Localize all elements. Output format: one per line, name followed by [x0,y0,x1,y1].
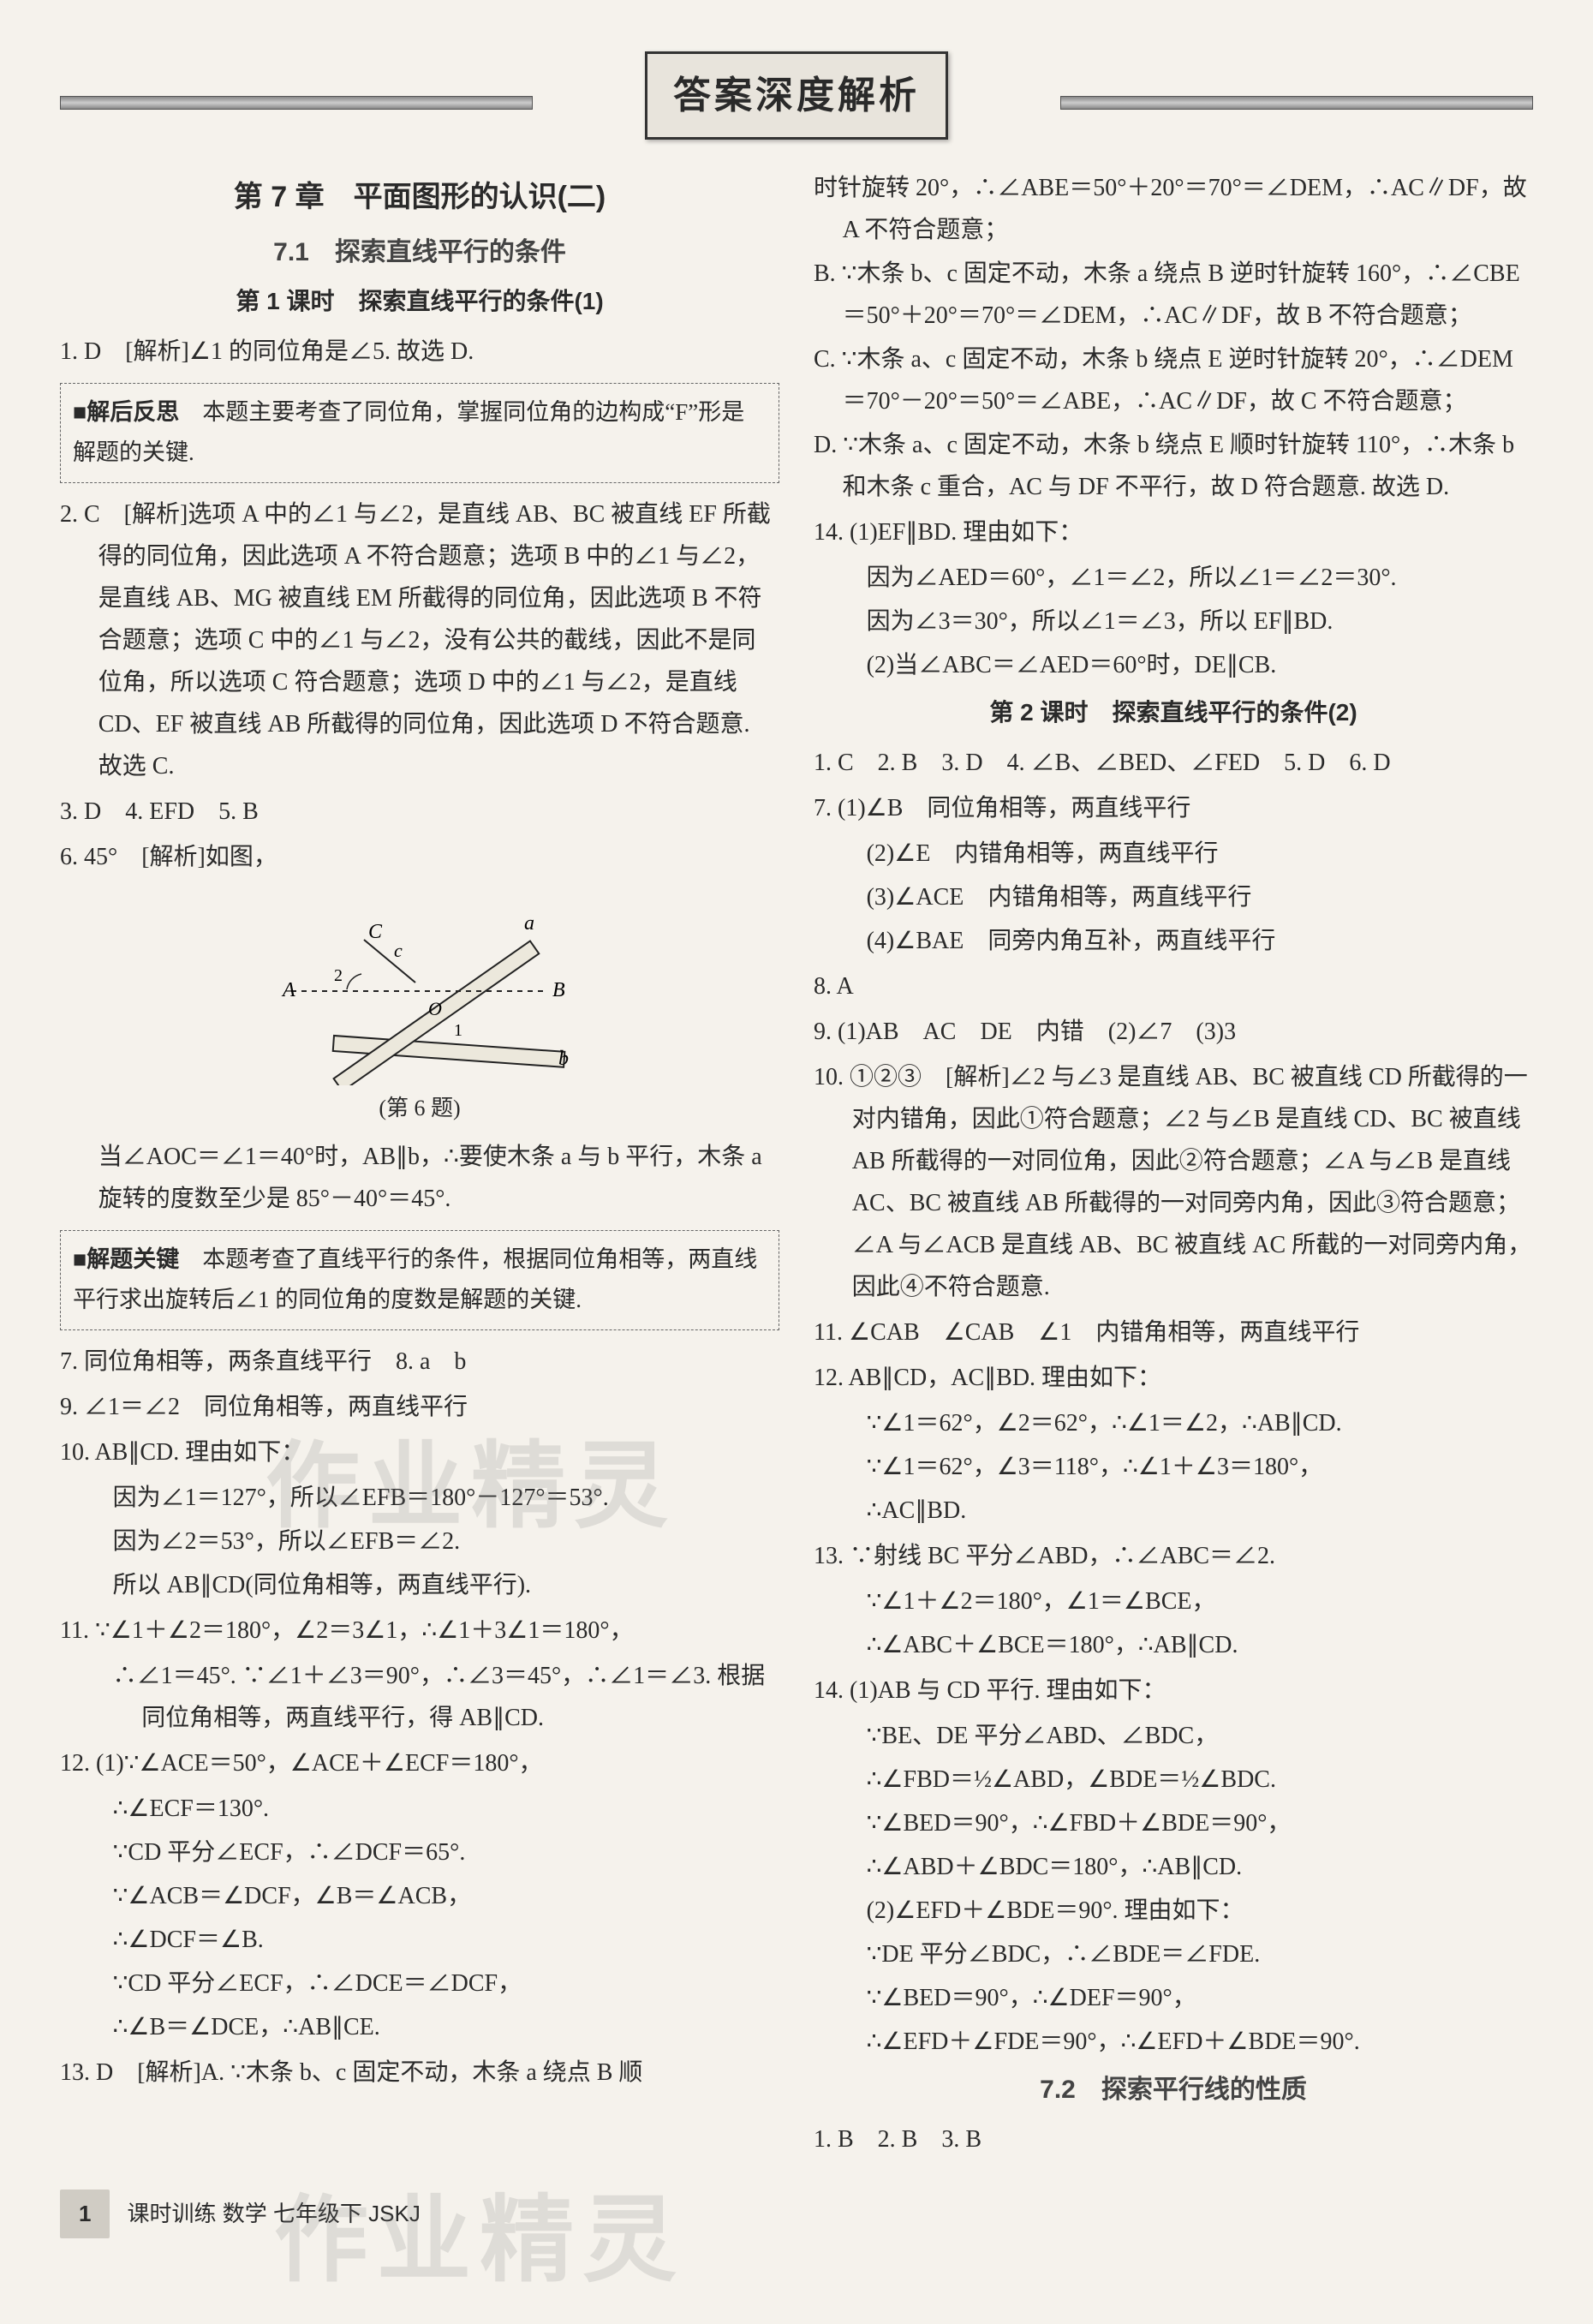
answer-line: 7. 同位角相等，两条直线平行 8. a b [60,1341,779,1383]
answer-sub: ∵CD 平分∠ECF，∴∠DCF＝65°. [113,1831,779,1873]
svg-text:c: c [394,940,403,961]
section-title: 7.2 探索平行线的性质 [814,2068,1533,2113]
answer-sub: (4)∠BAE 同旁内角互补，两直线平行 [867,920,1533,962]
answer-sub: ∴∠FBD＝½∠ABD，∠BDE＝½∠BDC. [867,1759,1533,1801]
answer-sub: 时针旋转 20°，∴∠ABE＝50°＋20°＝70°＝∠DEM，∴AC∥DF，故… [814,167,1533,251]
answer-line: 11. ∵∠1＋∠2＝180°，∠2＝3∠1，∴∠1＋3∠1＝180°， [60,1610,779,1652]
key-box: ■解题关键 本题考查了直线平行的条件，根据同位角相等，两直线平行求出旋转后∠1 … [60,1230,779,1330]
answer-sub: ∴∠ABD＋∠BDC＝180°，∴AB∥CD. [867,1846,1533,1888]
box-head: ■解题关键 [73,1246,202,1272]
figure-svg: A B C c O a b 1 2 [266,888,574,1085]
footer: 1 课时训练 数学 七年级下 JSKJ [60,2190,1533,2239]
figure-caption: (第 6 题) [60,1089,779,1128]
answer-sub: B. ∵木条 b、c 固定不动，木条 a 绕点 B 逆时针旋转 160°，∴∠C… [814,253,1533,337]
answer-line: 9. (1)AB AC DE 内错 (2)∠7 (3)3 [814,1011,1533,1053]
answer-line: 6. 45° [解析]如图， [60,836,779,878]
answer-sub: (2)∠E 内错角相等，两直线平行 [867,833,1533,875]
answer-sub: 因为∠2＝53°，所以∠EFB＝∠2. [113,1520,779,1562]
header-title: 答案深度解析 [645,51,948,140]
answer-line: 当∠AOC＝∠1＝40°时，AB∥b，∴要使木条 a 与 b 平行，木条 a 旋… [60,1136,779,1220]
content-columns: 第 7 章 平面图形的认识(二) 7.1 探索直线平行的条件 第 1 课时 探索… [60,165,1533,2164]
answer-sub: ∴∠EFD＋∠FDE＝90°，∴∠EFD＋∠BDE＝90°. [867,2021,1533,2063]
answer-sub: ∴∠1＝45°. ∵∠1＋∠3＝90°，∴∠3＝45°，∴∠1＝∠3. 根据同位… [113,1655,779,1739]
answer-sub: ∵∠1＋∠2＝180°，∠1＝∠BCE， [867,1580,1533,1622]
answer-line: 1. B 2. B 3. B [814,2118,1533,2160]
answer-sub: ∴AC∥BD. [867,1490,1533,1532]
answer-line: 7. (1)∠B 同位角相等，两直线平行 [814,787,1533,829]
answer-sub: ∴∠ABC＋∠BCE＝180°，∴AB∥CD. [867,1624,1533,1666]
figure-6: A B C c O a b 1 2 [60,888,779,1085]
svg-text:A: A [281,979,295,1001]
svg-text:a: a [524,912,534,935]
answer-sub: 所以 AB∥CD(同位角相等，两直线平行). [113,1564,779,1606]
reflection-box: ■解后反思 本题主要考查了同位角，掌握同位角的边构成“F”形是解题的关键. [60,383,779,483]
answer-sub: ∵∠1＝62°，∠3＝118°，∴∠1＋∠3＝180°， [867,1446,1533,1488]
svg-text:B: B [552,979,565,1001]
svg-text:O: O [428,998,442,1019]
section-title: 7.1 探索直线平行的条件 [60,230,779,276]
answer-sub: ∵∠BED＝90°，∴∠FBD＋∠BDE＝90°， [867,1802,1533,1844]
answer-sub: C. ∵木条 a、c 固定不动，木条 b 绕点 E 逆时针旋转 20°，∴∠DE… [814,338,1533,422]
answer-sub: 因为∠AED＝60°，∠1＝∠2，所以∠1＝∠2＝30°. [867,557,1533,599]
answer-sub: 因为∠1＝127°，所以∠EFB＝180°－127°＝53°. [113,1477,779,1519]
answer-line: 2. C [解析]选项 A 中的∠1 与∠2，是直线 AB、BC 被直线 EF … [60,493,779,787]
answer-line: 8. A [814,965,1533,1007]
answer-line: 14. (1)AB 与 CD 平行. 理由如下： [814,1670,1533,1712]
answer-sub: ∵∠ACB＝∠DCF，∠B＝∠ACB， [113,1875,779,1917]
answer-sub: (3)∠ACE 内错角相等，两直线平行 [867,876,1533,918]
answer-sub: ∵∠1＝62°，∠2＝62°，∴∠1＝∠2，∴AB∥CD. [867,1402,1533,1444]
answer-line: 13. D [解析]A. ∵木条 b、c 固定不动，木条 a 绕点 B 顺 [60,2052,779,2094]
chapter-title: 第 7 章 平面图形的认识(二) [60,172,779,224]
answer-line: 14. (1)EF∥BD. 理由如下： [814,511,1533,553]
answer-sub: ∵CD 平分∠ECF，∴∠DCE＝∠DCF， [113,1963,779,2004]
lesson-title: 第 2 课时 探索直线平行的条件(2) [814,691,1533,733]
answer-line: 1. C 2. B 3. D 4. ∠B、∠BED、∠FED 5. D 6. D [814,742,1533,784]
answer-line: 12. AB∥CD，AC∥BD. 理由如下： [814,1357,1533,1399]
answer-line: 12. (1)∵∠ACE＝50°，∠ACE＋∠ECF＝180°， [60,1742,779,1784]
answer-line: 10. ①②③ [解析]∠2 与∠3 是直线 AB、BC 被直线 CD 所截得的… [814,1056,1533,1308]
answer-line: 9. ∠1＝∠2 同位角相等，两直线平行 [60,1386,779,1428]
answer-line: 1. D [解析]∠1 的同位角是∠5. 故选 D. [60,331,779,373]
answer-line: 10. AB∥CD. 理由如下： [60,1431,779,1473]
page-number: 1 [60,2190,110,2239]
answer-sub: ∴∠DCF＝∠B. [113,1919,779,1961]
svg-text:C: C [368,921,383,943]
answer-sub: ∴∠ECF＝130°. [113,1788,779,1830]
watermark: 作业精灵 [274,2159,685,2324]
left-column: 第 7 章 平面图形的认识(二) 7.1 探索直线平行的条件 第 1 课时 探索… [60,165,779,2164]
answer-line: 13. ∵射线 BC 平分∠ABD，∴∠ABC＝∠2. [814,1535,1533,1577]
header-banner: 答案深度解析 [60,51,1533,140]
answer-line: 11. ∠CAB ∠CAB ∠1 内错角相等，两直线平行 [814,1311,1533,1353]
box-head: ■解后反思 [73,399,202,425]
right-column: 时针旋转 20°，∴∠ABE＝50°＋20°＝70°＝∠DEM，∴AC∥DF，故… [814,165,1533,2164]
answer-line: 3. D 4. EFD 5. B [60,791,779,833]
answer-sub: (2)∠EFD＋∠BDE＝90°. 理由如下： [867,1890,1533,1932]
answer-sub: 因为∠3＝30°，所以∠1＝∠3，所以 EF∥BD. [867,600,1533,642]
answer-sub: ∵BE、DE 平分∠ABD、∠BDC， [867,1715,1533,1757]
svg-text:1: 1 [454,1021,462,1040]
footer-text: 课时训练 数学 七年级下 JSKJ [127,2195,420,2234]
answer-sub: ∵∠BED＝90°，∴∠DEF＝90°， [867,1977,1533,2019]
answer-sub: ∵DE 平分∠BDC，∴∠BDE＝∠FDE. [867,1933,1533,1975]
lesson-title: 第 1 课时 探索直线平行的条件(1) [60,280,779,322]
svg-text:2: 2 [334,966,343,985]
answer-sub: D. ∵木条 a、c 固定不动，木条 b 绕点 E 顺时针旋转 110°，∴木条… [814,424,1533,508]
answer-sub: (2)当∠ABC＝∠AED＝60°时，DE∥CB. [867,644,1533,686]
answer-sub: ∴∠B＝∠DCE，∴AB∥CE. [113,2006,779,2048]
svg-text:b: b [558,1048,569,1070]
